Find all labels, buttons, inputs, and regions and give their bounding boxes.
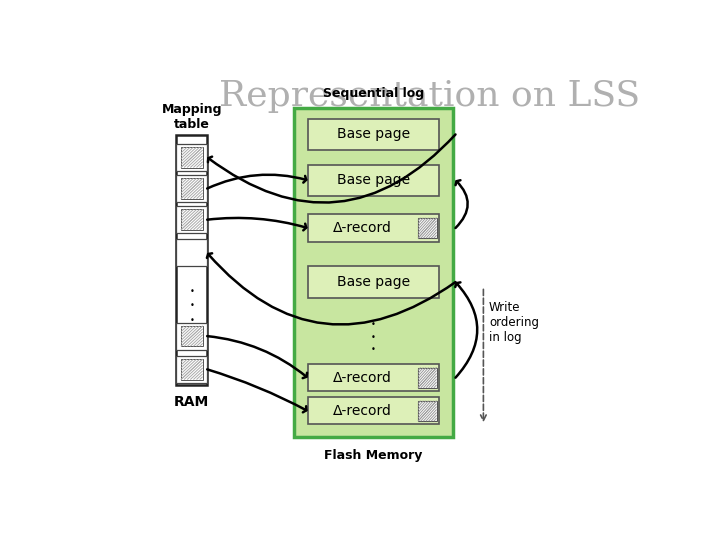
Text: •: •: [371, 345, 376, 354]
Text: Mapping
table: Mapping table: [161, 103, 222, 131]
Bar: [181, 326, 203, 346]
Bar: [307, 165, 438, 196]
Bar: [176, 206, 207, 233]
Bar: [418, 368, 436, 388]
Text: Δ-record: Δ-record: [333, 404, 392, 418]
Bar: [176, 144, 207, 171]
Text: Δ-record: Δ-record: [333, 221, 392, 235]
Bar: [176, 239, 207, 266]
Bar: [176, 356, 207, 383]
Bar: [176, 136, 207, 385]
Text: Base page: Base page: [337, 173, 410, 187]
Text: •: •: [371, 320, 376, 329]
Bar: [307, 266, 438, 298]
Text: RAM: RAM: [174, 395, 210, 409]
Bar: [307, 119, 438, 150]
Text: Base page: Base page: [337, 275, 410, 289]
Bar: [181, 210, 203, 230]
Text: •: •: [189, 301, 194, 310]
Bar: [181, 178, 203, 199]
Text: Δ-record: Δ-record: [333, 370, 392, 384]
Text: Base page: Base page: [337, 127, 410, 141]
Text: Flash Memory: Flash Memory: [324, 449, 423, 462]
Bar: [307, 364, 438, 391]
Bar: [181, 147, 203, 167]
Text: Sequential log: Sequential log: [323, 87, 424, 100]
Bar: [176, 322, 207, 349]
Text: Write
ordering
in log: Write ordering in log: [489, 301, 539, 344]
Bar: [307, 214, 438, 241]
Bar: [307, 397, 438, 424]
Bar: [181, 359, 203, 380]
Bar: [418, 218, 436, 238]
Text: •: •: [189, 316, 194, 325]
Bar: [418, 401, 436, 421]
Bar: [294, 109, 453, 437]
Text: Representation on LSS: Representation on LSS: [218, 79, 639, 113]
Bar: [176, 175, 207, 202]
Text: •: •: [371, 333, 376, 342]
Text: •: •: [189, 287, 194, 296]
